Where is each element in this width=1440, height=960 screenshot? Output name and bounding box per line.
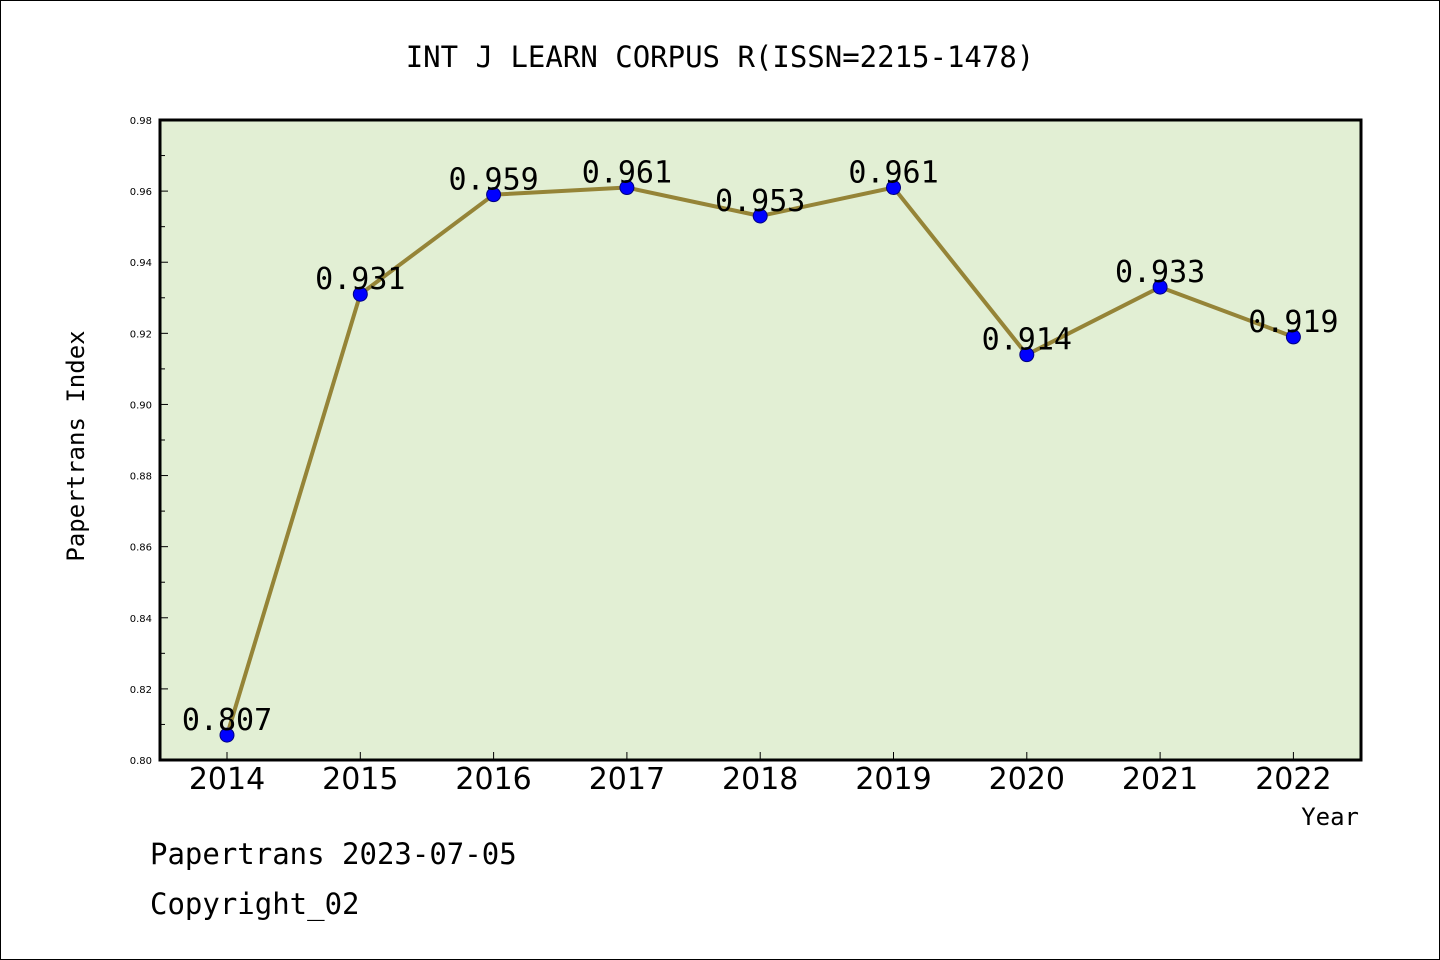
data-label: 0.959 — [448, 163, 538, 198]
chart-title: INT J LEARN CORPUS R(ISSN=2215-1478) — [406, 40, 1035, 74]
y-tick-label: 0.84 — [130, 614, 152, 625]
data-label: 0.953 — [715, 184, 805, 219]
data-point — [886, 180, 901, 196]
data-label: 0.914 — [982, 323, 1072, 358]
data-label: 0.931 — [315, 262, 405, 297]
x-axis-label: Year — [1301, 803, 1359, 831]
y-tick-label: 0.88 — [130, 472, 152, 483]
x-tick-label: 2019 — [855, 762, 931, 797]
data-point — [619, 180, 635, 196]
data-label: 0.961 — [582, 156, 672, 191]
data-point — [219, 727, 235, 743]
y-tick-label: 0.98 — [130, 116, 152, 127]
y-axis: 0.80 0.82 0.84 0.86 0.88 0.90 0.92 0.94 0.96 0.98 — [130, 116, 168, 767]
y-tick-label: 0.90 — [130, 400, 152, 411]
y-tick-label: 0.94 — [130, 258, 152, 269]
x-tick-label: 2022 — [1255, 762, 1331, 797]
y-tick-label: 0.80 — [130, 756, 152, 767]
x-tick-label: 2014 — [189, 762, 265, 797]
footer-date: Papertrans 2023-07-05 — [150, 837, 517, 871]
data-point — [352, 286, 368, 302]
x-axis: 2014 2015 2016 2017 2018 2019 2020 2021 2022 — [189, 752, 1332, 797]
footer-copyright: Copyright_02 — [150, 887, 360, 922]
x-tick-label: 2020 — [989, 762, 1065, 797]
x-tick-label: 2016 — [455, 762, 531, 797]
data-label: 0.919 — [1248, 305, 1338, 340]
y-tick-label: 0.86 — [130, 543, 152, 554]
y-tick-label: 0.82 — [130, 685, 152, 696]
value-labels: 0.807 0.931 0.959 0.961 0.953 0.961 0.914 0.933… — [182, 156, 1339, 739]
data-label: 0.961 — [848, 156, 938, 191]
x-tick-label: 2018 — [722, 762, 798, 797]
data-label: 0.933 — [1115, 255, 1205, 290]
x-tick-label: 2015 — [322, 762, 398, 797]
series-group — [219, 180, 1301, 743]
x-tick-label: 2021 — [1122, 762, 1198, 797]
y-tick-label: 0.96 — [130, 187, 152, 198]
data-point — [1285, 329, 1301, 345]
x-tick-label: 2017 — [589, 762, 665, 797]
y-tick-label: 0.92 — [130, 329, 152, 340]
data-point — [1019, 347, 1035, 363]
y-axis-label: Papertrans Index — [62, 330, 90, 561]
data-point — [752, 208, 768, 224]
plot-area — [158, 118, 1363, 762]
data-point — [486, 187, 502, 203]
data-label: 0.807 — [182, 703, 272, 738]
data-point — [1152, 279, 1168, 295]
